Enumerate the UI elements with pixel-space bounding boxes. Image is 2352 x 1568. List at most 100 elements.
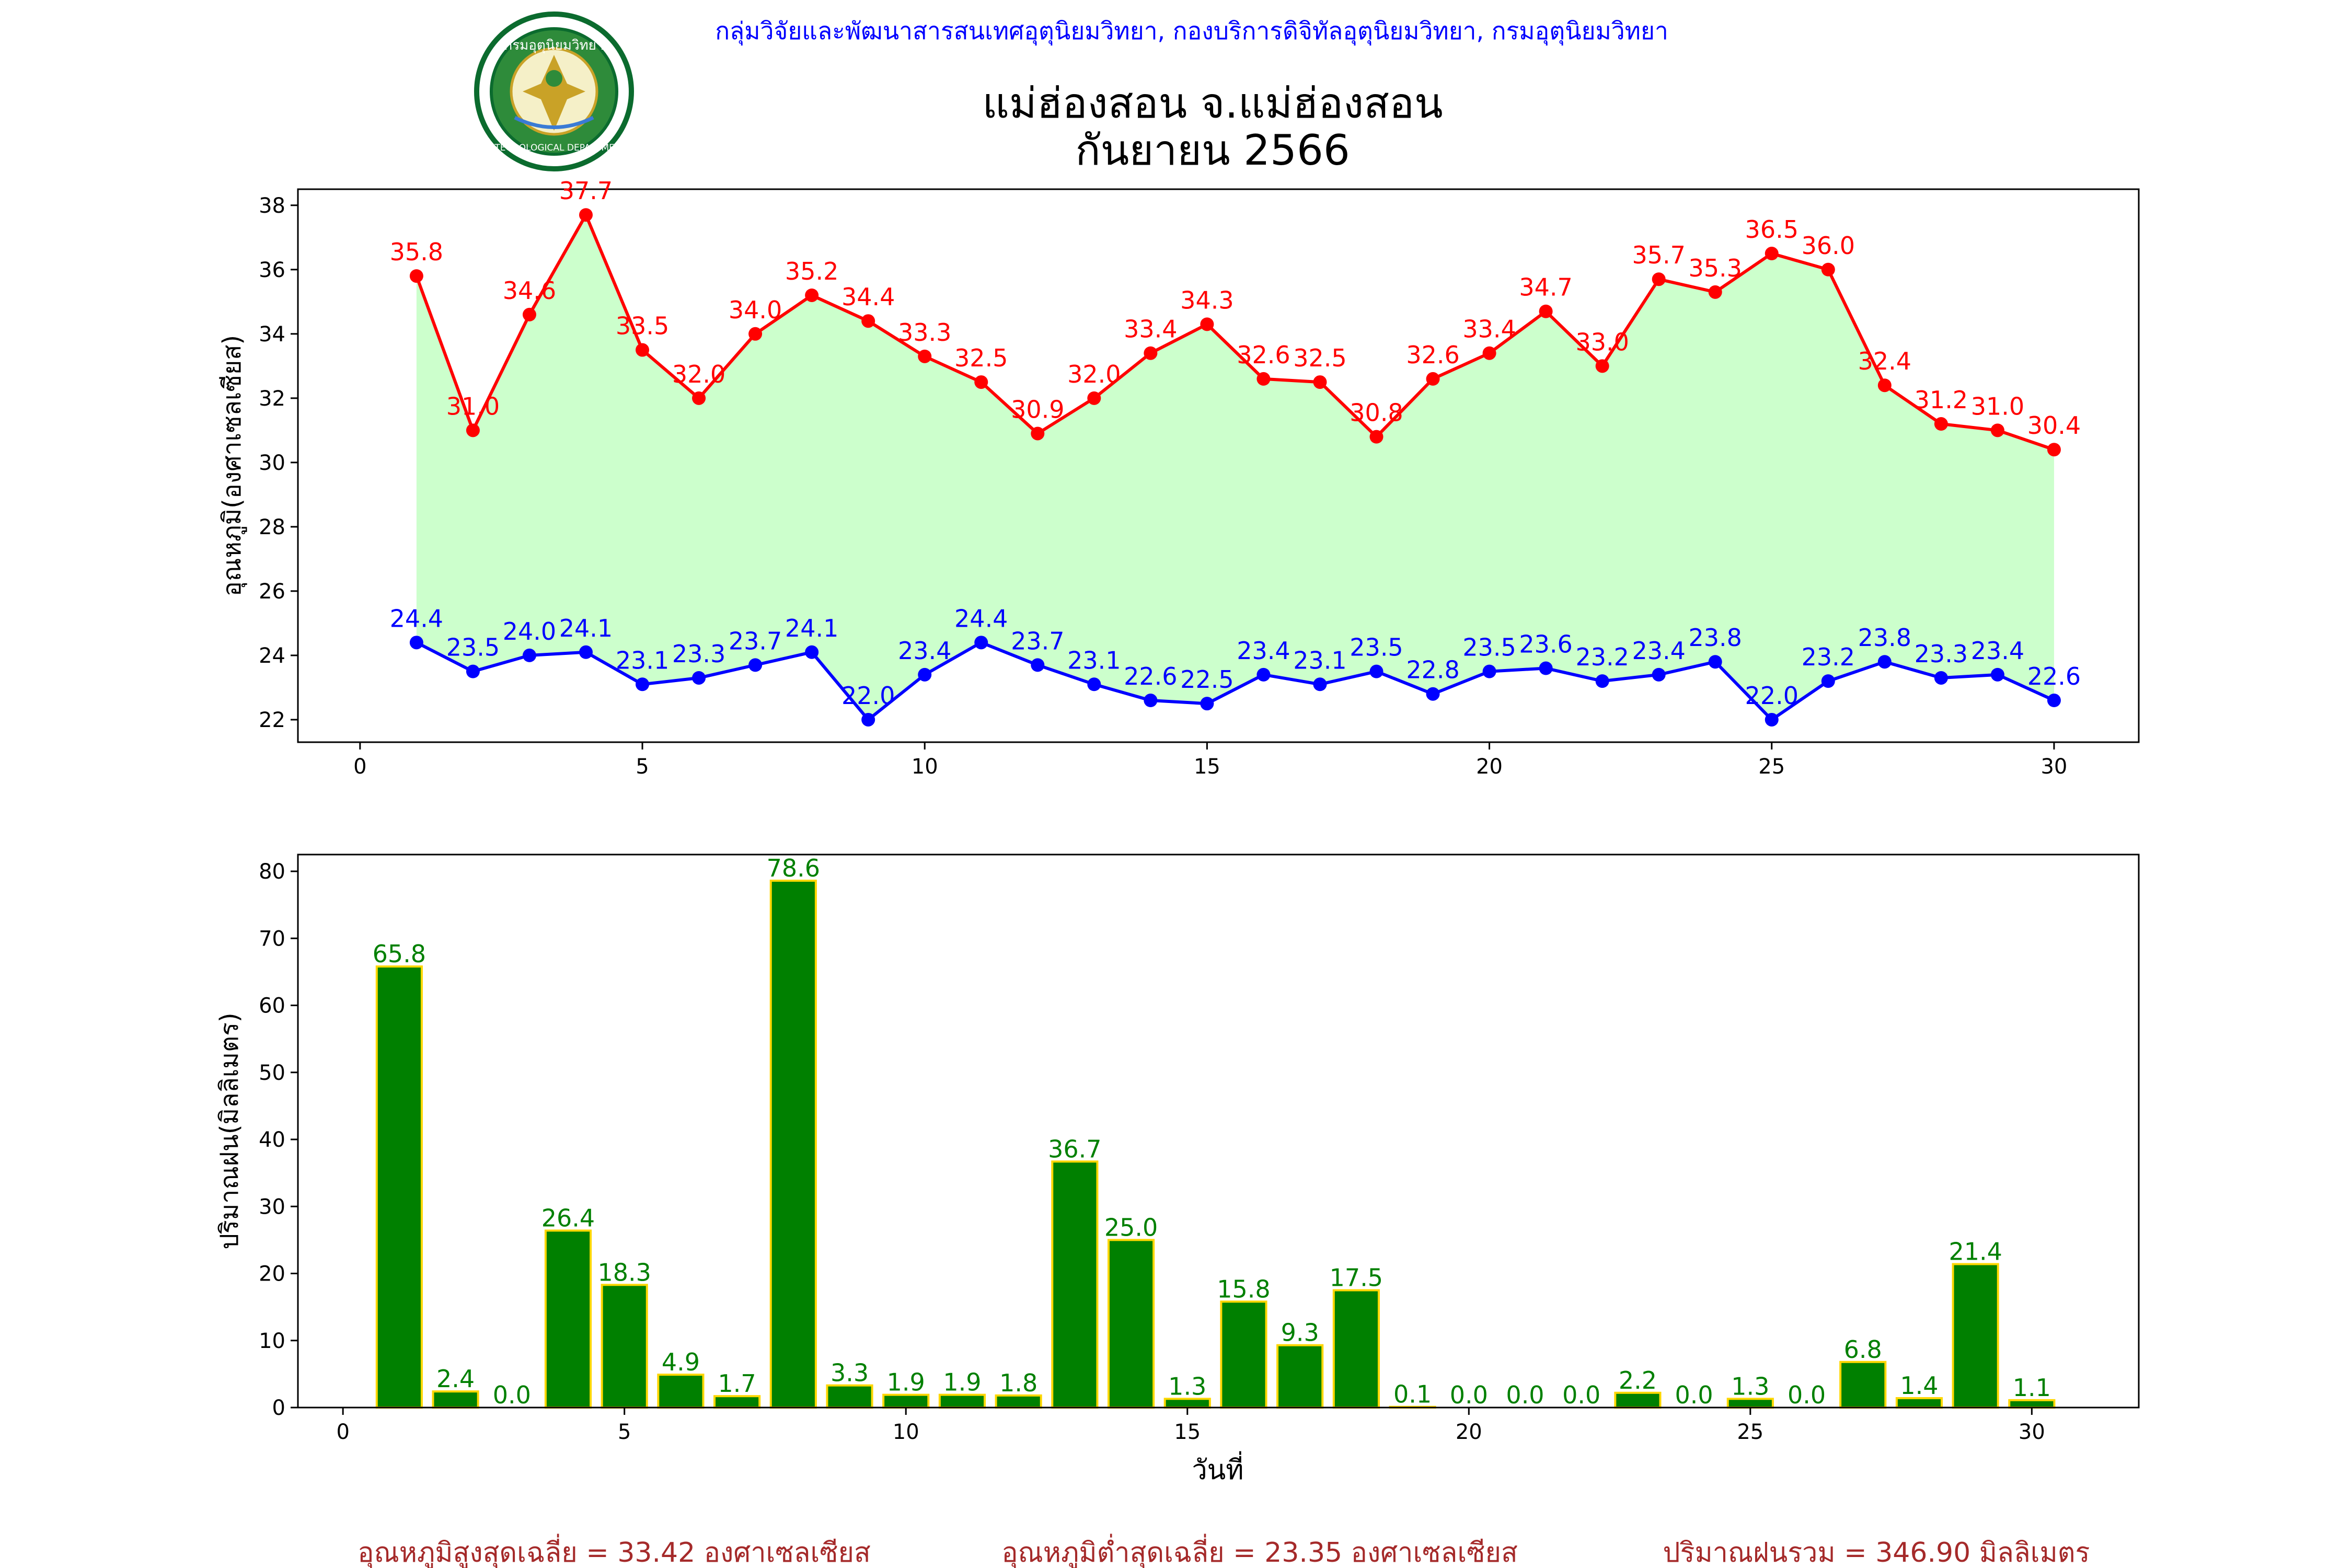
rainfall-y-axis-label: ปริมาณฝน(มิลลิเมตร)	[215, 1012, 244, 1249]
min-temp-point	[1539, 661, 1553, 675]
max-temp-value-label: 37.7	[559, 177, 613, 205]
min-temp-point	[861, 712, 875, 727]
min-temp-value-label: 23.8	[1689, 624, 1742, 652]
min-temp-value-label: 23.1	[1067, 646, 1121, 674]
rainfall-bar	[1276, 1344, 1324, 1409]
rainfall-value-label: 25.0	[1104, 1213, 1158, 1241]
rainfall-value-label: 21.4	[1949, 1238, 2002, 1266]
min-temp-point	[1426, 687, 1440, 701]
rainfall-value-label: 18.3	[597, 1258, 651, 1286]
max-temp-value-label: 33.5	[616, 312, 669, 340]
max-temp-point	[1031, 426, 1045, 441]
max-temp-value-label: 30.9	[1011, 395, 1064, 423]
max-temp-point	[1426, 372, 1440, 386]
rainfall-value-label: 0.0	[1450, 1381, 1488, 1409]
rainfall-value-label: 9.3	[1281, 1319, 1319, 1347]
max-temp-value-label: 32.5	[954, 344, 1008, 372]
max-temp-point	[918, 349, 932, 363]
max-temp-point	[1256, 372, 1271, 386]
min-temp-value-label: 23.4	[1237, 637, 1290, 665]
rainfall-x-tick-label: 20	[1456, 1420, 1482, 1444]
chart-title-line2: กันยายน 2566	[1075, 126, 1350, 175]
rainfall-bar	[769, 880, 817, 1409]
max-temp-value-label: 35.8	[390, 238, 443, 266]
max-temp-value-label: 33.4	[1462, 315, 1516, 343]
max-temp-point	[1482, 346, 1496, 360]
max-min-fill-area	[416, 215, 2054, 720]
max-temp-value-label: 32.6	[1237, 341, 1290, 369]
rainfall-y-tick-label: 0	[272, 1396, 285, 1420]
rainfall-value-label: 0.0	[493, 1381, 531, 1409]
min-temp-line	[416, 640, 2055, 722]
max-temp-value-label: 36.5	[1745, 215, 1798, 244]
rainfall-bar	[544, 1229, 592, 1409]
min-temp-value-label: 23.5	[1462, 633, 1516, 662]
rainfall-y-tick-label: 70	[259, 927, 285, 951]
max-temp-point	[1652, 272, 1666, 286]
rainfall-value-label: 6.8	[1844, 1335, 1882, 1364]
min-temp-value-label: 23.1	[1293, 646, 1346, 674]
temperature-y-tick-label: 26	[259, 580, 285, 604]
min-temp-point	[1031, 658, 1045, 672]
max-temp-value-label: 32.0	[672, 360, 725, 388]
temperature-chart: 35.831.034.637.733.532.034.035.234.433.3…	[217, 177, 2140, 779]
max-temp-value-label: 31.2	[1915, 386, 1968, 414]
total-rain-summary: ปริมาณฝนรวม = 346.90 มิลลิเมตร	[1663, 1537, 2090, 1568]
max-temp-value-label: 34.7	[1519, 273, 1572, 302]
min-temp-value-label: 23.2	[1575, 643, 1629, 671]
max-temp-value-label: 35.2	[785, 257, 838, 285]
rainfall-x-tick-label: 15	[1174, 1420, 1201, 1444]
rainfall-value-label: 0.1	[1393, 1380, 1432, 1409]
rainfall-value-label: 1.7	[718, 1369, 756, 1398]
max-temp-point	[1313, 375, 1327, 389]
min-temp-value-label: 23.5	[446, 633, 500, 662]
temperature-y-tick-label: 24	[259, 644, 285, 668]
rainfall-chart: 65.8 2.4 0.0 26.418.3 4.9 1.7 78.6 3.3 1.9 1.9 1.8…	[215, 854, 2140, 1486]
max-temp-point	[748, 327, 763, 341]
max-temp-value-label: 30.4	[2027, 411, 2081, 440]
rainfall-value-label: 26.4	[541, 1204, 595, 1232]
rainfall-y-tick-label: 10	[259, 1329, 285, 1353]
rainfall-value-label: 17.5	[1330, 1264, 1383, 1292]
max-temp-point	[1708, 285, 1722, 299]
min-temp-value-label: 22.8	[1406, 656, 1459, 684]
min-temp-point	[974, 636, 988, 650]
min-temp-value-label: 24.4	[390, 604, 443, 632]
rainfall-bar	[1839, 1361, 1887, 1409]
min-temp-point	[522, 648, 536, 662]
rainfall-bar	[995, 1394, 1042, 1409]
max-temp-value-label: 34.6	[503, 276, 556, 305]
rainfall-x-tick-label: 5	[618, 1420, 631, 1444]
min-temp-point	[466, 664, 480, 678]
temperature-y-tick-label: 32	[259, 387, 285, 411]
rainfall-bar	[1614, 1391, 1662, 1409]
min-temp-value-label: 23.7	[729, 627, 782, 655]
max-temp-point	[1369, 430, 1383, 444]
min-temp-value-label: 24.4	[954, 604, 1008, 632]
rainfall-value-label: 78.6	[767, 854, 820, 882]
temperature-x-tick-label: 10	[912, 755, 938, 779]
rainfall-x-tick-label: 30	[2019, 1420, 2045, 1444]
max-temp-value-label: 32.0	[1067, 360, 1121, 388]
min-temp-point	[1482, 664, 1496, 678]
min-temp-value-label: 23.6	[1519, 630, 1572, 659]
max-temp-point	[1821, 262, 1835, 276]
rainfall-value-label: 1.4	[1900, 1371, 1938, 1400]
rainfall-x-tick-label: 10	[893, 1420, 919, 1444]
temperature-plot-frame	[297, 188, 2140, 743]
rainfall-bar	[713, 1395, 761, 1409]
min-temp-value-label: 23.4	[898, 637, 951, 665]
min-temp-point	[748, 658, 763, 672]
avg-min-temp-summary: อุณหภูมิต่ำสุดเฉลี่ย = 23.35 องศาเซลเซีย…	[1001, 1534, 1517, 1568]
max-temp-point	[409, 269, 423, 283]
rainfall-y-tick-label: 80	[259, 860, 285, 884]
max-temp-point	[636, 343, 650, 357]
max-temp-value-label: 35.7	[1632, 241, 1685, 269]
min-temp-point	[1087, 677, 1101, 691]
min-temp-value-label: 23.2	[1802, 643, 1855, 671]
temperature-y-tick-label: 36	[259, 258, 285, 282]
temperature-y-tick-label: 34	[259, 322, 285, 347]
rainfall-y-tick-label: 40	[259, 1128, 285, 1152]
rainfall-x-tick-label: 0	[336, 1420, 349, 1444]
